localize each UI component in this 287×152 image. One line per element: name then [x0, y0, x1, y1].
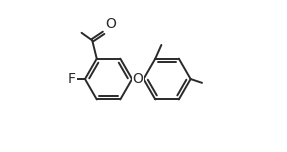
Text: O: O — [105, 17, 116, 31]
Text: O: O — [132, 72, 143, 86]
Text: F: F — [68, 72, 76, 86]
